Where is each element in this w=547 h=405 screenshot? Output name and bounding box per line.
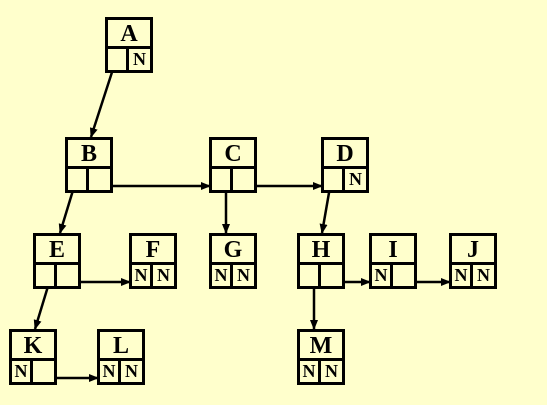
next-sibling-pointer: N <box>325 361 338 381</box>
node-d: D N <box>321 137 369 193</box>
node-k: K N <box>9 329 57 385</box>
next-sibling-pointer <box>33 361 54 382</box>
node-b: B <box>65 137 113 193</box>
first-child-pointer <box>108 49 129 70</box>
node-l: L N N <box>97 329 145 385</box>
next-sibling-pointer: N <box>125 361 138 381</box>
node-label: J <box>452 236 494 265</box>
next-sibling-pointer: N <box>237 265 250 285</box>
edge-a-b <box>89 65 116 138</box>
node-e: E <box>33 233 81 289</box>
first-child-pointer: N <box>300 361 321 382</box>
first-child-pointer <box>324 169 345 190</box>
first-child-pointer: N <box>12 361 33 382</box>
first-child-pointer <box>68 169 89 190</box>
next-sibling-pointer: N <box>133 49 146 69</box>
next-sibling-pointer <box>393 265 414 286</box>
next-sibling-pointer <box>233 169 254 190</box>
node-label: D <box>324 140 366 169</box>
node-label: B <box>68 140 110 169</box>
next-sibling-pointer: N <box>477 265 490 285</box>
node-j: J N N <box>449 233 497 289</box>
node-i: I N <box>369 233 417 289</box>
node-h: H <box>297 233 345 289</box>
edge-d-h <box>319 186 332 234</box>
next-sibling-pointer: N <box>157 265 170 285</box>
node-g: G N N <box>209 233 257 289</box>
first-child-pointer <box>36 265 57 286</box>
edge-b-e <box>58 186 76 234</box>
node-label: M <box>300 332 342 361</box>
node-label: I <box>372 236 414 265</box>
node-label: H <box>300 236 342 265</box>
next-sibling-pointer <box>57 265 78 286</box>
first-child-pointer: N <box>212 265 233 286</box>
edge-e-k <box>33 282 51 330</box>
first-child-pointer: N <box>372 265 393 286</box>
node-label: L <box>100 332 142 361</box>
next-sibling-pointer: N <box>349 169 362 189</box>
first-child-pointer <box>212 169 233 190</box>
node-c: C <box>209 137 257 193</box>
first-child-pointer: N <box>132 265 153 286</box>
node-label: A <box>108 20 150 49</box>
next-sibling-pointer <box>321 265 342 286</box>
node-label: E <box>36 236 78 265</box>
node-a: A N <box>105 17 153 73</box>
first-child-pointer <box>300 265 321 286</box>
next-sibling-pointer <box>89 169 110 190</box>
node-label: F <box>132 236 174 265</box>
first-child-pointer: N <box>100 361 121 382</box>
node-f: F N N <box>129 233 177 289</box>
node-m: M N N <box>297 329 345 385</box>
node-label: G <box>212 236 254 265</box>
node-label: C <box>212 140 254 169</box>
first-child-pointer: N <box>452 265 473 286</box>
node-label: K <box>12 332 54 361</box>
